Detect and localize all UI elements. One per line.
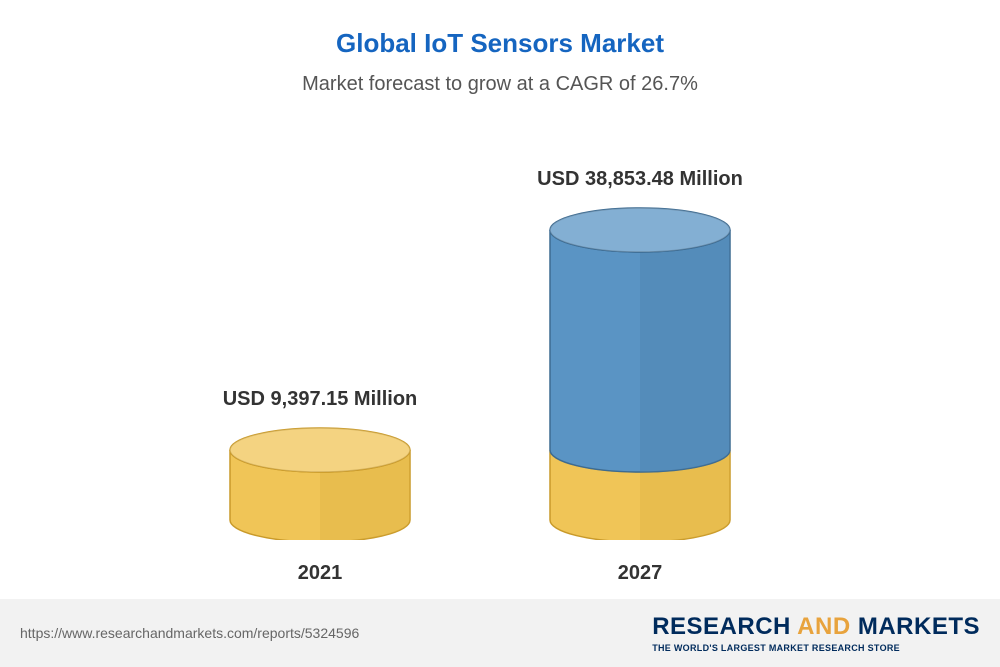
cylinder-segment bbox=[550, 208, 730, 472]
category-label: 2027 bbox=[540, 562, 740, 585]
chart-title: Global IoT Sensors Market bbox=[0, 0, 1000, 59]
chart-container: Global IoT Sensors Market Market forecas… bbox=[0, 0, 1000, 667]
logo-tagline: THE WORLD'S LARGEST MARKET RESEARCH STOR… bbox=[652, 643, 980, 653]
footer: https://www.researchandmarkets.com/repor… bbox=[0, 599, 1000, 667]
logo-block: RESEARCH AND MARKETS THE WORLD'S LARGEST… bbox=[652, 613, 980, 653]
chart-subtitle: Market forecast to grow at a CAGR of 26.… bbox=[0, 73, 1000, 96]
value-label: USD 9,397.15 Million bbox=[170, 388, 470, 411]
logo-word-research: RESEARCH bbox=[652, 613, 791, 640]
value-label: USD 38,853.48 Million bbox=[490, 168, 790, 191]
chart-area: USD 9,397.15 Million2021USD 38,853.48 Mi… bbox=[0, 120, 1000, 540]
logo-word-and: AND bbox=[797, 613, 851, 640]
category-label: 2021 bbox=[220, 562, 420, 585]
logo-main: RESEARCH AND MARKETS bbox=[652, 613, 980, 641]
source-url: https://www.researchandmarkets.com/repor… bbox=[20, 625, 359, 641]
cylinder-segment bbox=[230, 428, 410, 540]
logo-word-markets: MARKETS bbox=[858, 613, 980, 640]
